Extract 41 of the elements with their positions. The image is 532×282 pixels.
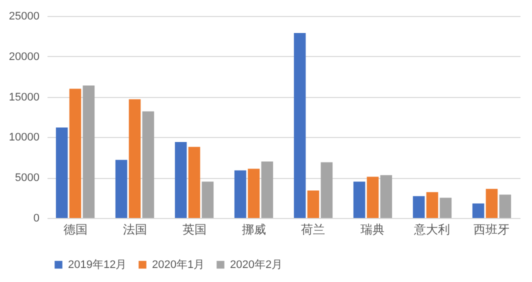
bar	[307, 190, 320, 218]
bar	[202, 182, 214, 218]
y-tick-label: 10000	[8, 132, 40, 144]
bar	[128, 99, 141, 218]
x-tick-label: 法国	[122, 222, 147, 236]
x-tick-label: 意大利	[413, 222, 450, 236]
x-tick-label: 荷兰	[301, 222, 326, 236]
x-tick-label: 英国	[182, 222, 206, 236]
bar	[294, 32, 306, 218]
y-tick-label: 15000	[8, 91, 40, 104]
bar	[426, 192, 438, 218]
bar	[234, 170, 246, 218]
legend-label: 2020年2月	[230, 258, 283, 271]
x-tick-label: 德国	[63, 222, 88, 236]
y-tick-label: 5000	[15, 172, 40, 184]
bar	[142, 111, 154, 218]
bar	[366, 176, 379, 218]
x-tick-label: 挪威	[242, 222, 266, 236]
bar	[248, 168, 260, 218]
bar	[412, 196, 425, 218]
bar	[174, 142, 187, 218]
bar	[380, 175, 392, 218]
bar	[353, 182, 366, 218]
x-tick-label: 西班牙	[474, 222, 510, 236]
legend-label: 2019年12月	[68, 258, 127, 271]
bar	[56, 128, 68, 218]
bar	[261, 161, 274, 218]
bar	[486, 188, 498, 218]
y-tick-label: 0	[33, 212, 40, 224]
bar	[188, 146, 200, 218]
bar	[320, 162, 333, 218]
bar	[82, 85, 95, 218]
bar	[115, 160, 128, 218]
bar	[69, 88, 82, 218]
bar	[440, 198, 452, 218]
bar	[499, 194, 512, 218]
legend-label: 2020年1月	[152, 258, 205, 271]
bar	[472, 203, 484, 218]
x-tick-label: 瑞典	[360, 222, 385, 236]
y-tick-label: 25000	[8, 10, 40, 22]
y-tick-label: 20000	[8, 50, 40, 63]
